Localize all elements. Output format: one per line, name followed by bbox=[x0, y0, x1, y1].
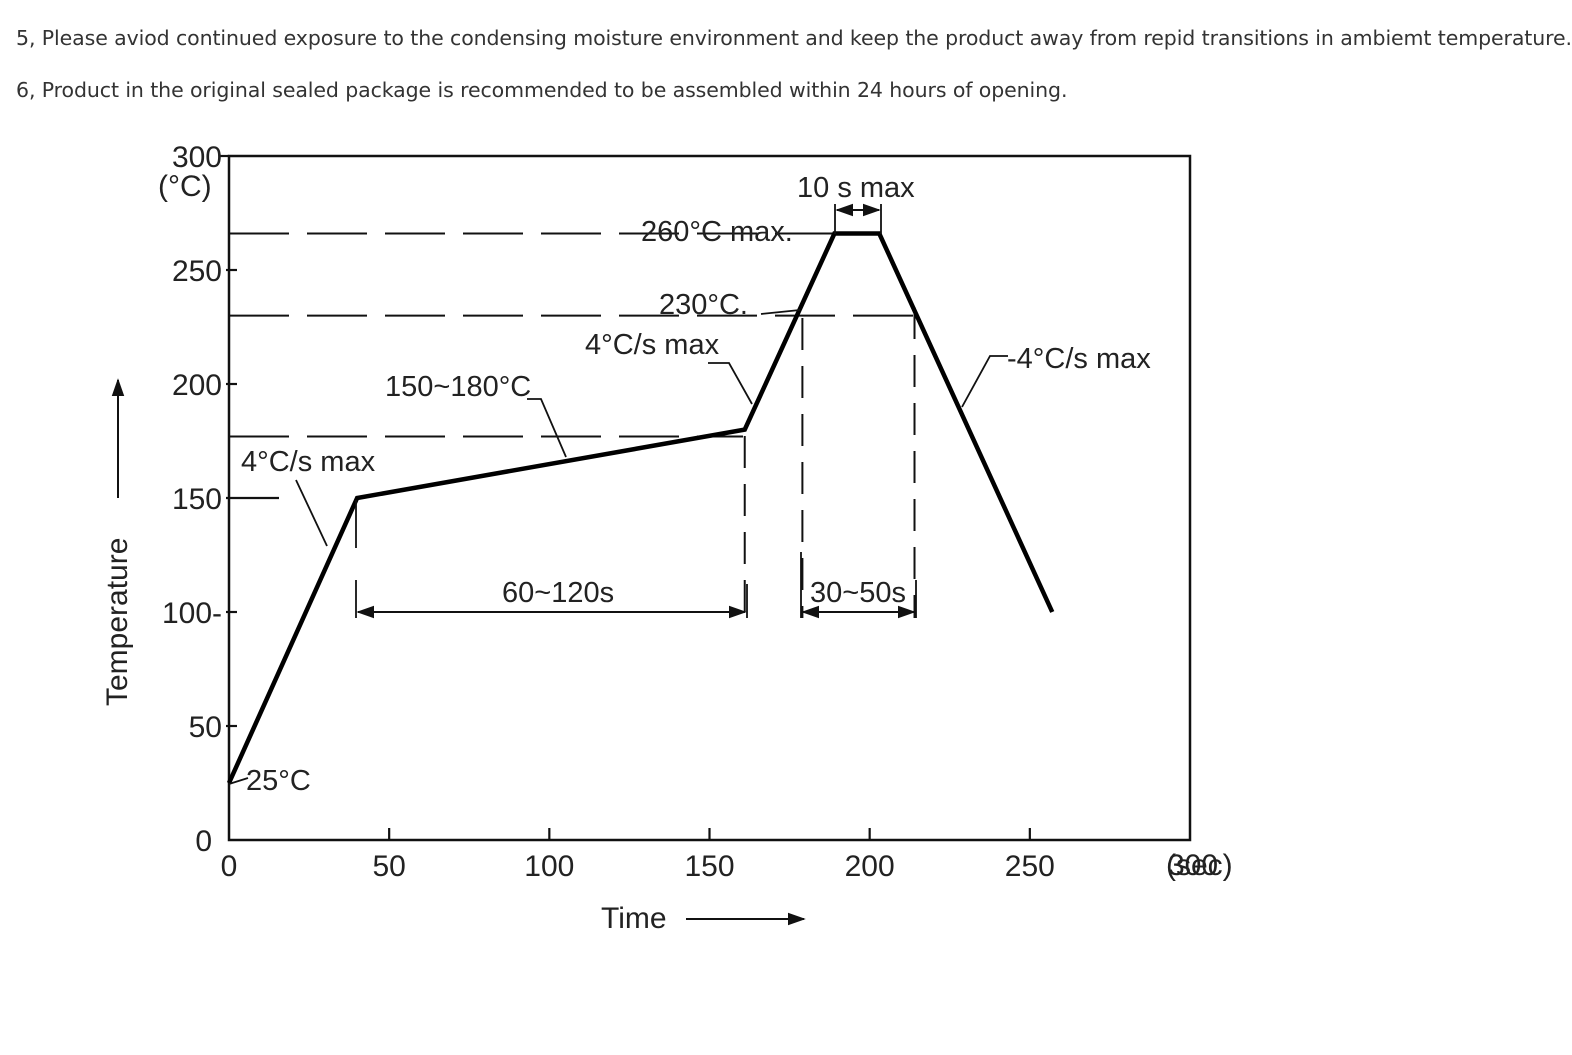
y-tick-label: 300 bbox=[172, 141, 222, 174]
annotation-leader-line bbox=[708, 362, 753, 405]
reference-lines bbox=[229, 232, 919, 618]
plot-frame bbox=[227, 154, 1192, 842]
y-axis-title-group: Temperature bbox=[101, 378, 134, 706]
annotation-leader-line bbox=[228, 777, 249, 785]
dimension-arrows bbox=[356, 203, 916, 619]
annotation-leader-line bbox=[760, 309, 801, 315]
x-tick-label: 100 bbox=[524, 850, 574, 883]
annotation-peak-time: 10 s max bbox=[797, 172, 915, 204]
annotation-leader-line bbox=[961, 355, 1008, 408]
x-tick-label: 150 bbox=[684, 850, 734, 883]
y-tick-label: 50 bbox=[189, 711, 222, 744]
x-axis-title-group: Time bbox=[601, 902, 806, 935]
y-tick-label: 200 bbox=[172, 369, 222, 402]
annotation-peak-temp: 260°C max. bbox=[641, 216, 793, 248]
annotation-leaders bbox=[228, 204, 1008, 785]
x-axis-title: Time bbox=[601, 902, 667, 935]
annotation-ramp-to-peak-rate: 4°C/s max bbox=[585, 329, 720, 361]
y-tick-label: 150 bbox=[172, 483, 222, 516]
annotation-liquidus-time: 30~50s bbox=[810, 577, 906, 609]
x-tick-label: 50 bbox=[372, 850, 405, 883]
x-tick-label: 250 bbox=[1005, 850, 1055, 883]
y-tick-label: 100- bbox=[162, 597, 222, 630]
x-tick-label: 0 bbox=[221, 850, 238, 883]
annotation-cool-down-rate: -4°C/s max bbox=[1007, 343, 1151, 375]
y-tick-label: 250 bbox=[172, 255, 222, 288]
x-tick-label: 200 bbox=[845, 850, 895, 883]
x-tick-label: 300 bbox=[1168, 849, 1218, 882]
x-axis-unit-label: (sec) bbox=[1166, 849, 1233, 882]
annotation-start-temp: 25°C bbox=[246, 765, 311, 797]
x-axis-ticks: 0 50 100 150 200 250 300 bbox=[221, 828, 1218, 883]
series-group bbox=[226, 231, 1055, 784]
temperature-profile-line bbox=[226, 231, 1055, 784]
y-axis-ticks: 0 50 100- 150 200 250 300 bbox=[162, 141, 279, 858]
annotation-ramp-up-rate: 4°C/s max bbox=[241, 446, 376, 478]
annotation-liquidus-temp: 230°C. bbox=[659, 289, 748, 321]
annotation-leader-line bbox=[295, 479, 328, 547]
y-axis-title: Temperature bbox=[101, 538, 134, 706]
note-sealed-package: 6, Product in the original sealed packag… bbox=[16, 78, 1068, 102]
note-moisture: 5, Please aviod continued exposure to th… bbox=[16, 26, 1572, 50]
y-axis-unit-label: (°C) bbox=[158, 170, 212, 203]
y-tick-label: 0 bbox=[195, 825, 212, 858]
annotation-leader-line bbox=[527, 398, 567, 458]
annotation-soak-range: 150~180°C bbox=[385, 371, 531, 403]
annotation-soak-time: 60~120s bbox=[502, 577, 614, 609]
